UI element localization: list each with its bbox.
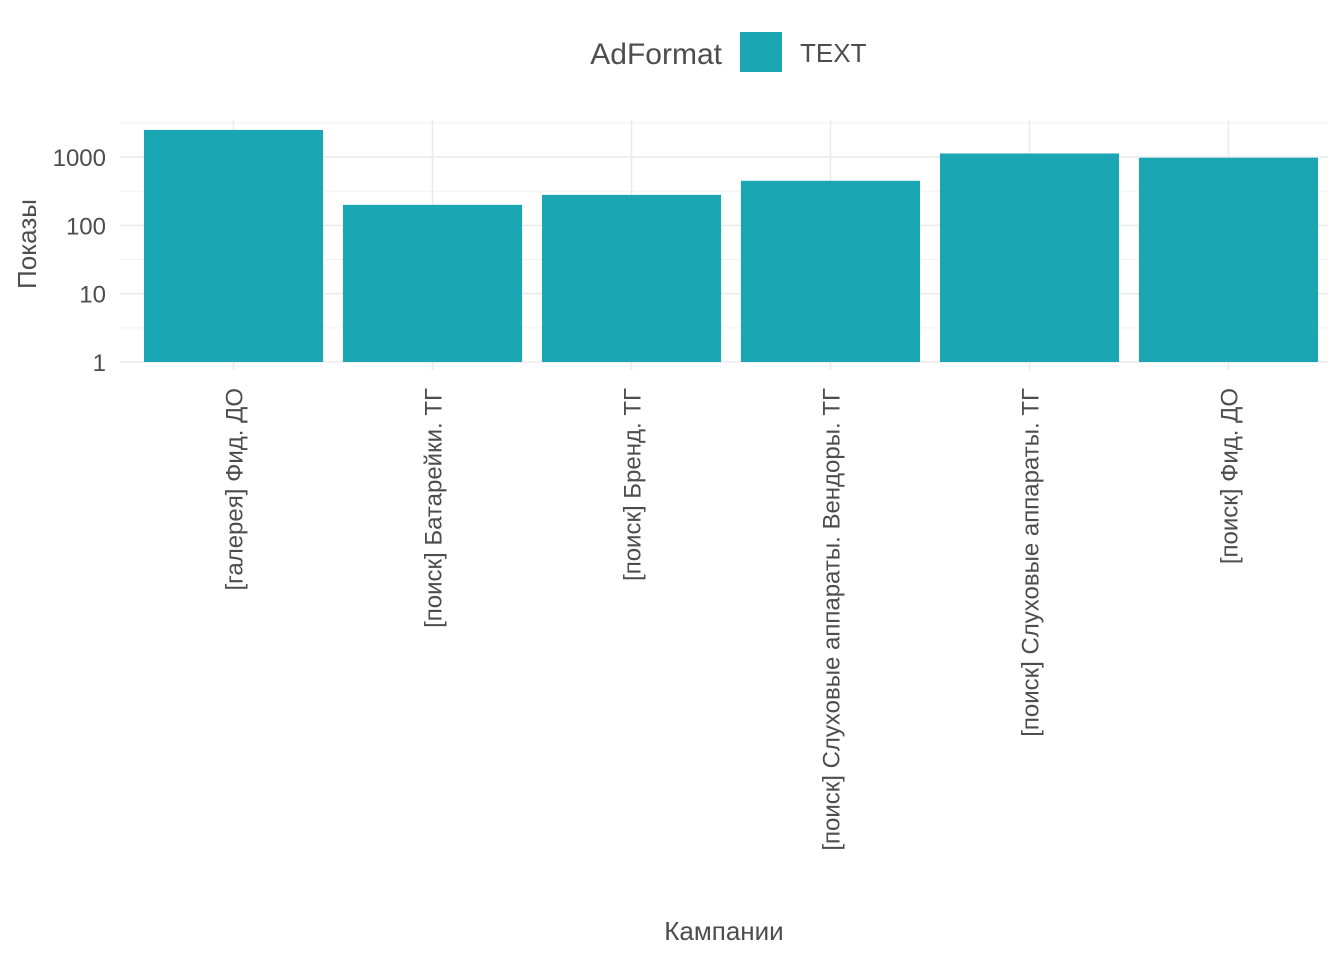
bar [1138,157,1319,362]
bar [342,204,523,362]
legend-label: TEXT [800,38,867,68]
y-axis-ticks: 1 10 100 1000 [53,145,106,377]
x-tick-label: [поиск] Бренд. ТГ [620,388,647,581]
y-tick-label: 100 [66,213,106,240]
bar [143,129,324,362]
x-tick-label: [поиск] Слуховые аппараты. ТГ [1018,388,1045,737]
y-tick-label: 1000 [53,145,106,172]
x-tick-label: [поиск] Слуховые аппараты. Вендоры. ТГ [819,388,846,851]
bar [541,194,722,362]
bars [143,129,1319,362]
x-tick-label: [галерея] Фид. ДО [222,388,249,591]
y-axis-title: Показы [12,199,42,289]
x-axis-ticks: [галерея] Фид. ДО [поиск] Батарейки. ТГ [п… [222,388,1244,851]
legend-title: AdFormat [590,38,722,71]
y-tick-label: 1 [93,350,106,377]
bar [939,153,1120,362]
legend-swatch [740,32,782,72]
y-tick-label: 10 [79,282,106,309]
x-tick-label: [поиск] Фид. ДО [1217,388,1244,564]
bar [740,180,921,362]
legend: AdFormat TEXT [590,32,867,72]
x-axis-title: Кампании [664,916,783,946]
x-tick-label: [поиск] Батарейки. ТГ [421,388,448,628]
